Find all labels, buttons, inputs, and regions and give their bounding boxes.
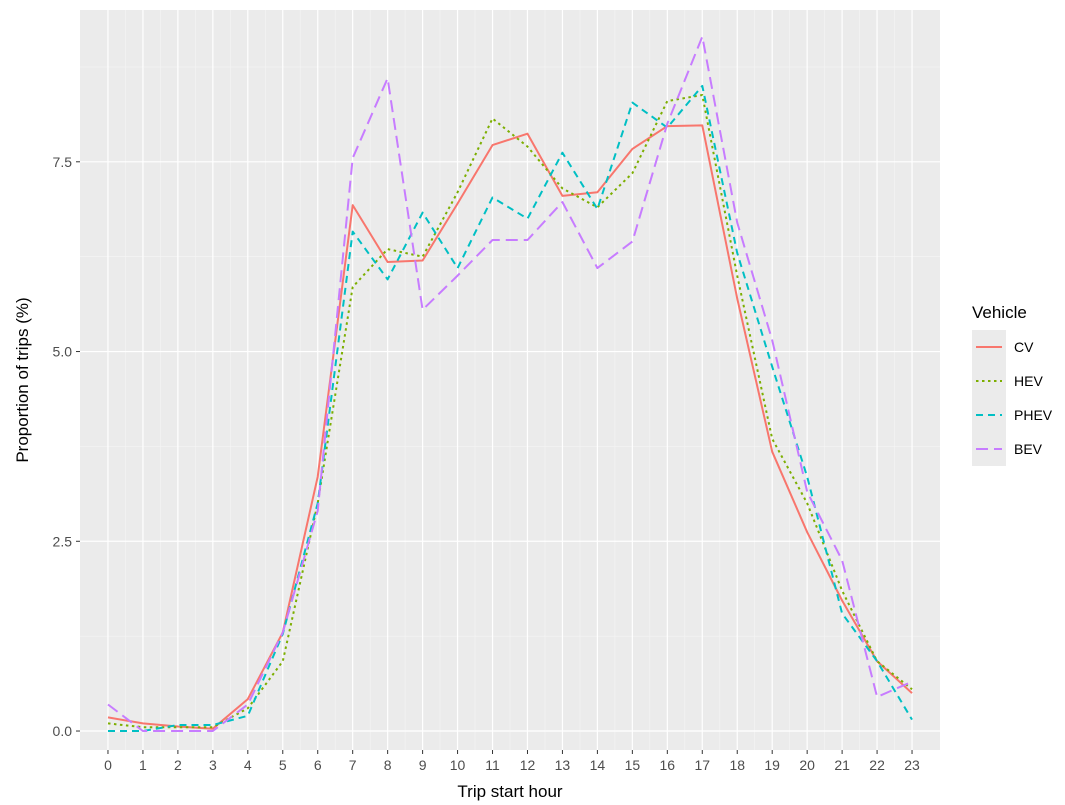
series-line-phev [108, 84, 913, 732]
x-tick-label: 23 [904, 757, 920, 773]
legend-label-phev: PHEV [1014, 407, 1053, 423]
x-tick-label: 22 [869, 757, 885, 773]
x-tick-label: 6 [314, 757, 322, 773]
x-tick-label: 21 [834, 757, 850, 773]
axes: 0 1 2 3 4 5 6 7 8 9 10 11 12 13 14 15 16 17 18 19 20 21 22 230.… [53, 154, 920, 773]
series-line-cv [107, 124, 913, 730]
x-tick-label: 1 [139, 757, 147, 773]
x-tick-label: 10 [450, 757, 466, 773]
x-tick-label: 8 [384, 757, 392, 773]
y-tick-label: 0.0 [53, 723, 73, 739]
x-tick-label: 16 [660, 757, 676, 773]
x-tick-label: 7 [349, 757, 357, 773]
y-tick-label: 7.5 [53, 154, 73, 170]
x-tick-label: 3 [209, 757, 217, 773]
x-tick-label: 12 [520, 757, 536, 773]
y-tick-label: 5.0 [53, 344, 73, 360]
x-tick-label: 15 [625, 757, 641, 773]
x-tick-label: 5 [279, 757, 287, 773]
x-tick-label: 4 [244, 757, 252, 773]
gridlines [80, 10, 940, 750]
x-tick-label: 20 [799, 757, 815, 773]
x-tick-label: 18 [729, 757, 745, 773]
series-line-hev [107, 94, 913, 729]
series-lines [107, 35, 913, 732]
legend-label-cv: CV [1014, 339, 1034, 355]
x-tick-label: 0 [104, 757, 112, 773]
x-tick-label: 19 [764, 757, 780, 773]
x-tick-label: 13 [555, 757, 571, 773]
x-axis-title: Trip start hour [457, 782, 563, 801]
x-tick-label: 14 [590, 757, 606, 773]
x-tick-label: 17 [694, 757, 710, 773]
x-tick-label: 11 [485, 757, 500, 773]
x-tick-label: 9 [419, 757, 427, 773]
y-tick-label: 2.5 [53, 533, 73, 549]
legend-label-hev: HEV [1014, 373, 1043, 389]
legend-label-bev: BEV [1014, 441, 1043, 457]
legend-title: Vehicle [972, 303, 1027, 322]
legend: Vehicle CV HEV PHEV BEV [972, 303, 1053, 466]
series-line-bev [107, 35, 913, 732]
y-axis-title: Proportion of trips (%) [13, 297, 32, 462]
x-tick-label: 2 [174, 757, 182, 773]
